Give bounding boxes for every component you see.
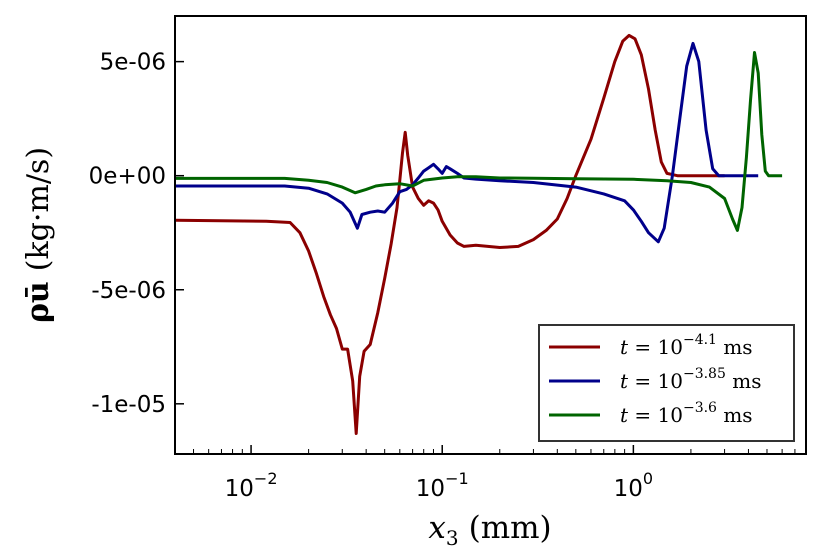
x-tick-label: 10−1 <box>416 469 469 502</box>
y-tick-label: -5e-06 <box>91 278 166 304</box>
x-axis-minor-ticks <box>174 449 807 454</box>
series-layer <box>174 33 783 435</box>
legend-label-3: t = 10−3.6 ms <box>620 400 753 427</box>
y-axis-ticks: 5e-06 0e+00 -5e-06 -1e-05 <box>89 50 184 418</box>
y-tick-label: -1e-05 <box>91 392 166 418</box>
series-line-3 <box>175 51 783 232</box>
y-axis-title: ρū (kg·m/s) <box>21 147 56 323</box>
x-axis-title-variable: x <box>428 510 446 546</box>
series-line-2 <box>175 41 759 244</box>
x-axis-title-unit: (mm) <box>469 510 552 546</box>
x-axis-ticks: 10−2 10−1 100 <box>225 445 653 502</box>
y-tick-label: 5e-06 <box>100 50 166 76</box>
legend-label-1: t = 10−4.1 ms <box>620 332 753 359</box>
y-axis-title-symbol: ρū <box>21 281 56 323</box>
y-axis-title-unit: (kg·m/s) <box>21 147 56 271</box>
legend-box <box>538 324 795 442</box>
x-tick-label: 100 <box>614 469 653 502</box>
x-axis-title-subscript: 3 <box>446 526 459 550</box>
y-tick-label: 0e+00 <box>89 164 166 190</box>
legend-label-2: t = 10−3.85 ms <box>620 366 761 393</box>
plot-area-frame <box>174 15 807 455</box>
x-tick-label: 10−2 <box>225 469 278 502</box>
x-axis-title: x3 (mm) <box>428 510 551 550</box>
series-line-1 <box>174 33 725 435</box>
legend: t = 10−4.1 ms t = 10−3.85 ms t = 10−3.6 ms <box>538 324 795 442</box>
